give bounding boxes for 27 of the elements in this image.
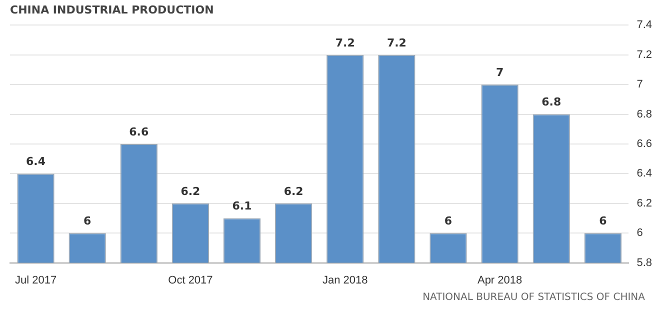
data-label: 6.2 <box>180 184 200 198</box>
data-label: 6.6 <box>129 125 149 138</box>
data-label: 6 <box>444 214 452 228</box>
y-tick-label: 6.4 <box>636 168 652 180</box>
y-tick-label: 6.8 <box>636 108 652 120</box>
data-label: 6 <box>599 214 608 228</box>
data-label: 6.1 <box>232 200 252 213</box>
x-tick-label: Apr 2018 <box>477 274 522 286</box>
data-label: 7 <box>496 66 504 79</box>
x-tick-label: Oct 2017 <box>168 274 213 286</box>
y-tick-label: 7 <box>636 78 643 91</box>
chart-title: CHINA INDUSTRIAL PRODUCTION <box>10 3 214 16</box>
data-label: 6.8 <box>542 96 562 109</box>
x-tick-label: Jan 2018 <box>322 274 368 286</box>
data-label: 7.2 <box>335 36 355 50</box>
data-label: 6.4 <box>26 155 46 168</box>
y-tick-label: 7.2 <box>636 48 652 61</box>
y-tick-label: 6.2 <box>636 197 652 210</box>
y-tick-label: 7.4 <box>636 19 652 32</box>
data-label: 6.2 <box>284 184 304 198</box>
text: NATIONAL BUREAU OF STATISTICS OF CHINA <box>422 292 645 303</box>
data-label: 6 <box>84 214 92 228</box>
y-tick-label: 6.6 <box>636 138 652 150</box>
data-label: 7.2 <box>386 36 406 50</box>
y-tick-label: 5.8 <box>636 256 652 269</box>
y-tick-label: 6 <box>636 227 643 240</box>
x-tick-label: Jul 2017 <box>14 274 57 286</box>
